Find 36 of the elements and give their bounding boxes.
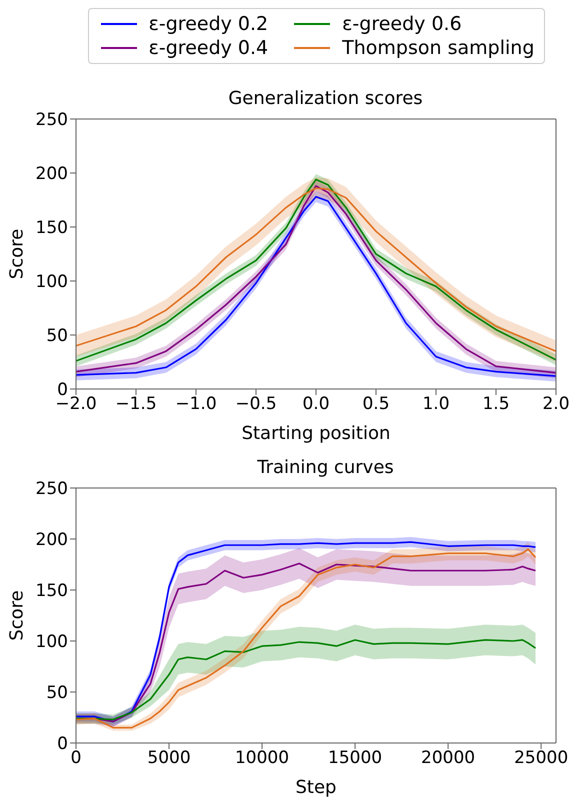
- y-tick-label: 150: [36, 218, 68, 238]
- y-axis-title: Score: [6, 228, 28, 280]
- y-tick-label: 200: [36, 530, 68, 550]
- y-tick-label: 150: [36, 581, 68, 602]
- x-tick-label: 10000: [235, 748, 290, 768]
- line-series: [76, 639, 536, 720]
- x-tick-label: 15000: [328, 748, 382, 768]
- x-tick-label: 0.0: [302, 394, 330, 414]
- x-tick-label: 20000: [421, 748, 476, 768]
- x-tick-label: 0.5: [362, 394, 390, 414]
- x-tick-label: 2.0: [542, 394, 570, 414]
- legend-label: Thompson sampling: [342, 37, 534, 59]
- y-tick-label: 250: [36, 110, 68, 130]
- y-tick-label: 50: [46, 683, 68, 704]
- chart-title: Training curves: [256, 457, 395, 480]
- x-tick-label: −1.0: [175, 394, 217, 414]
- x-tick-label: 5000: [147, 748, 191, 768]
- x-axis-title: Step: [296, 777, 336, 798]
- y-tick-label: 200: [36, 164, 68, 184]
- x-tick-label: −1.5: [115, 394, 157, 414]
- y-tick-label: 50: [46, 326, 68, 346]
- y-axis-title: Score: [6, 590, 28, 641]
- legend-label: ε-greedy 0.6: [342, 13, 462, 35]
- chart-title: Generalization scores: [227, 88, 424, 111]
- y-tick-label: 0: [57, 734, 68, 754]
- y-tick-label: 100: [36, 272, 68, 292]
- x-tick-label: 25000: [514, 748, 568, 768]
- legend-label: ε-greedy 0.2: [148, 13, 268, 35]
- y-tick-label: 250: [36, 479, 68, 500]
- x-tick-label: 1.0: [422, 394, 450, 414]
- x-axis-title: Starting position: [242, 423, 390, 444]
- y-tick-label: 100: [36, 632, 68, 652]
- legend-label: ε-greedy 0.4: [148, 37, 268, 59]
- x-tick-label: 1.5: [482, 394, 510, 414]
- x-tick-label: −0.5: [235, 394, 277, 414]
- x-tick-label: 0: [70, 748, 82, 768]
